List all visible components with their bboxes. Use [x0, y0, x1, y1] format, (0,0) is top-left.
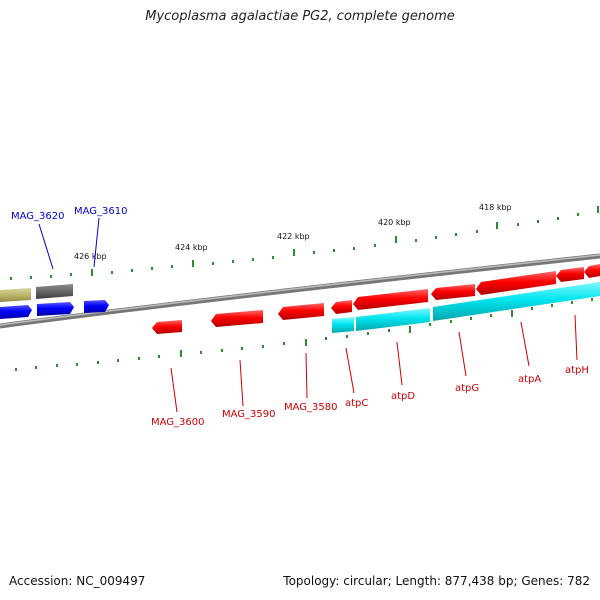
leader-atpc — [345, 347, 355, 394]
scale-labels: 426 kbp 424 kbp 422 kbp 420 kbp 418 kbp — [74, 203, 512, 261]
gene-label-mag3620: MAG_3620 — [11, 211, 65, 222]
gene-label-mag3580: MAG_3580 — [284, 402, 338, 413]
leader-atpd — [396, 341, 403, 386]
label-leaders — [38, 217, 578, 413]
gray-feature — [36, 284, 73, 299]
forward-strand-genes — [152, 264, 600, 334]
leader-mag3620 — [38, 223, 54, 270]
gene-arrow-atpa — [476, 271, 556, 295]
olive-feature — [0, 288, 31, 302]
gene-arrow-atph — [556, 267, 584, 282]
genome-summary-text: Topology: circular; Length: 877,438 bp; … — [283, 574, 590, 588]
gene-label-atpg: atpG — [455, 383, 479, 394]
leader-mag3590 — [239, 359, 244, 407]
leader-atph — [574, 314, 578, 361]
gene-label-atph: atpH — [565, 365, 589, 376]
leader-mag3610 — [93, 217, 100, 268]
scale-label-426: 426 kbp — [74, 252, 107, 261]
leader-mag3600 — [170, 367, 178, 413]
gene-arrow-blue-3 — [84, 300, 109, 313]
inner-tick-row — [15, 298, 593, 371]
gene-arrow-edge — [584, 264, 600, 278]
gene-label-atpa: atpA — [518, 374, 541, 385]
gene-arrow-mag3590 — [211, 310, 263, 327]
gene-arrow-atpg — [431, 284, 475, 300]
gene-arrow-blue-1 — [0, 305, 32, 319]
scale-label-422: 422 kbp — [277, 232, 310, 241]
leader-atpg — [458, 331, 467, 377]
genome-backbone-highlight — [0, 254, 600, 326]
gene-arrow-mag3600 — [152, 320, 182, 334]
cds-bar-atpc — [332, 317, 354, 333]
cds-bar-atpg-atph — [433, 282, 600, 321]
gene-label-atpc: atpC — [345, 398, 368, 409]
scale-label-420: 420 kbp — [378, 218, 411, 227]
gene-labels: MAG_3620 MAG_3610 MAG_3600 MAG_3590 MAG_… — [11, 206, 589, 428]
gene-arrow-atpc — [331, 300, 352, 314]
leader-mag3580 — [305, 352, 308, 399]
reverse-strand-genes — [0, 300, 109, 319]
gene-arrow-atpd — [353, 289, 428, 310]
map-title: Mycoplasma agalactiae PG2, complete geno… — [145, 9, 455, 24]
accession-text: Accession: NC_009497 — [9, 574, 146, 588]
gene-arrow-mag3580 — [278, 303, 324, 320]
gene-label-mag3600: MAG_3600 — [151, 417, 205, 428]
outer-tick-row — [10, 206, 599, 280]
gene-label-atpd: atpD — [391, 391, 415, 402]
scale-label-424: 424 kbp — [175, 243, 208, 252]
leader-atpa — [520, 321, 530, 367]
gene-label-mag3610: MAG_3610 — [74, 206, 128, 217]
gene-arrow-blue-2 — [37, 302, 74, 316]
scale-label-418: 418 kbp — [479, 203, 512, 212]
outer-strand-features — [0, 284, 73, 302]
cds-features — [332, 282, 600, 333]
genome-backbone — [0, 253, 600, 329]
cds-bar-atpd — [356, 308, 430, 331]
gene-label-mag3590: MAG_3590 — [222, 409, 276, 420]
